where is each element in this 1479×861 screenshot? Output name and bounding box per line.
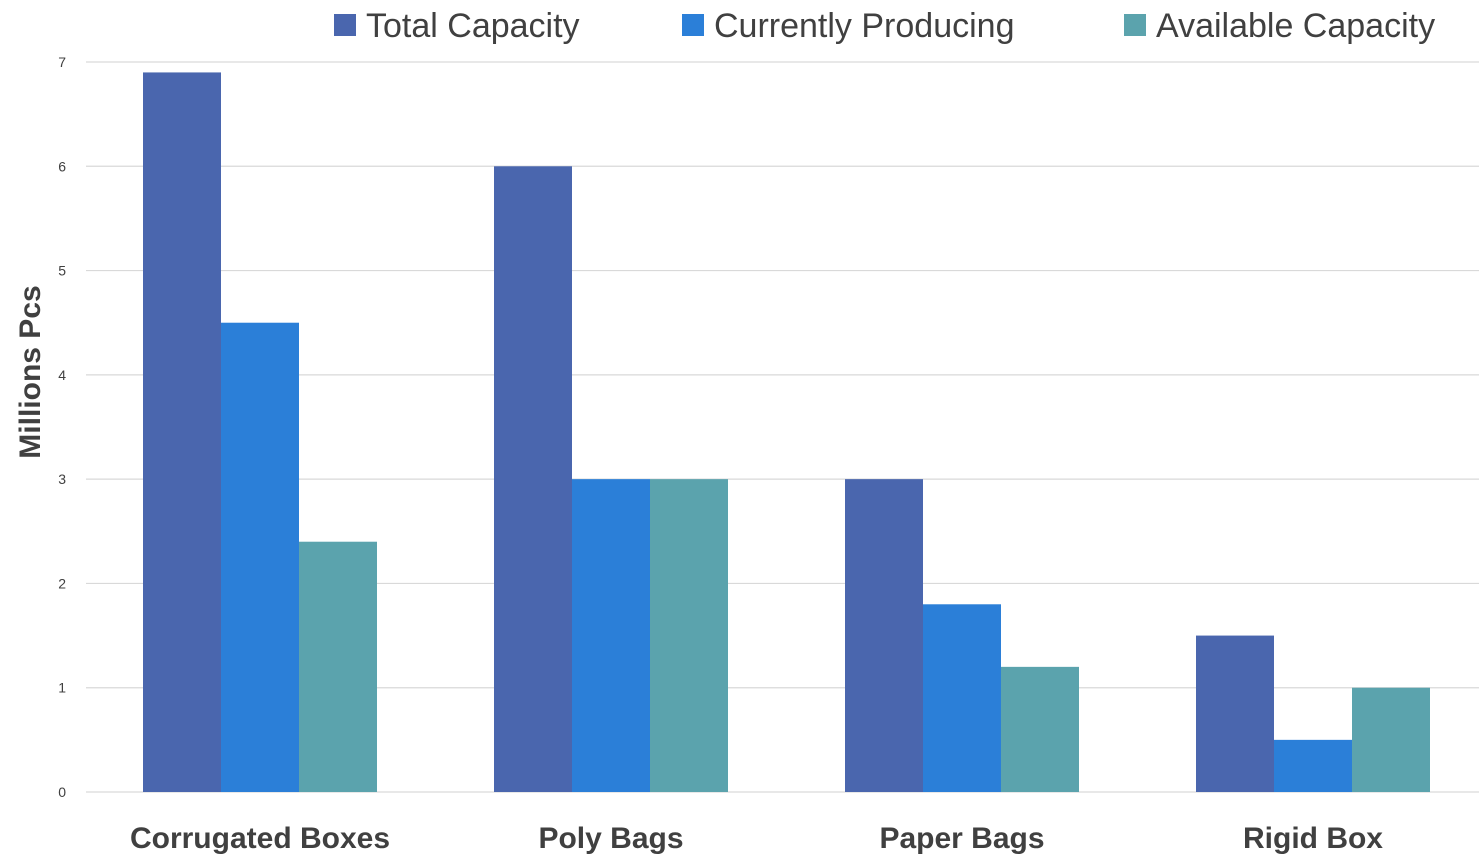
x-category-label: Rigid Box [1243,822,1383,855]
bar-total-capacity-rigid-box [1196,635,1274,792]
legend-label: Currently Producing [714,7,1014,45]
legend-swatch [1124,14,1146,36]
y-tick-label: 7 [58,54,66,70]
x-category-label: Poly Bags [538,822,683,855]
bar-available-capacity-poly-bags [650,479,728,792]
bar-available-capacity-rigid-box [1352,687,1430,792]
y-tick-label: 5 [58,263,66,279]
y-tick-label: 0 [58,784,66,800]
legend-label: Total Capacity [366,7,580,45]
legend-swatch [682,14,704,36]
bar-currently-producing-poly-bags [572,479,650,792]
bars [143,72,1430,793]
legend-label: Available Capacity [1156,7,1435,45]
y-tick-label: 3 [58,471,66,487]
legend-swatch [334,14,356,36]
bar-currently-producing-rigid-box [1274,739,1352,792]
x-category-label: Corrugated Boxes [130,822,390,855]
x-axis-categories: Corrugated Boxes Poly Bags Paper Bags Rigid… [130,822,1383,855]
y-tick-label: 6 [58,158,66,174]
y-tick-label: 2 [58,575,66,591]
y-axis-title: Millions Pcs [14,285,47,458]
bar-total-capacity-paper-bags [845,479,923,792]
x-category-label: Paper Bags [879,822,1044,855]
bar-currently-producing-corrugated-boxes [221,322,299,792]
bar-available-capacity-paper-bags [1001,666,1079,792]
y-axis-ticks: 0 1 2 3 4 5 6 7 [58,54,66,800]
legend: Total Capacity Currently Producing Availab… [334,7,1435,45]
y-tick-label: 1 [58,680,66,696]
bar-total-capacity-corrugated-boxes [143,72,221,792]
bar-currently-producing-paper-bags [923,604,1001,792]
y-tick-label: 4 [58,367,66,383]
bar-total-capacity-poly-bags [494,166,572,793]
bar-available-capacity-corrugated-boxes [299,541,377,792]
